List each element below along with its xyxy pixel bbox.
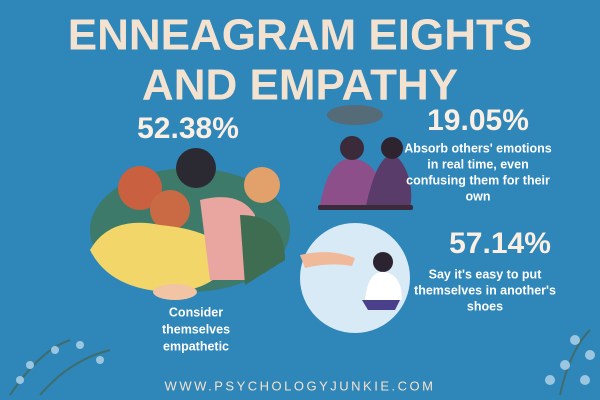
stat-description: Absorb others' emotions — [404, 141, 551, 155]
stat-description: shoes — [467, 299, 503, 313]
help-illustration — [300, 223, 410, 333]
stat-description: Say it's easy to put — [429, 267, 543, 281]
sad-illustration — [318, 105, 413, 210]
footer-url: WWW.PSYCHOLOGYJUNKIE.COM — [165, 378, 436, 393]
stat-value: 52.38% — [137, 112, 239, 145]
group-illustration — [90, 148, 290, 300]
stat-description: confusing them for their — [406, 173, 550, 187]
stat-value: 19.05% — [427, 104, 529, 137]
flowers — [9, 329, 595, 396]
stat-description: themselves — [162, 322, 230, 336]
stat-description: own — [466, 189, 491, 203]
stat-description: Consider — [169, 305, 223, 319]
stat-description: themselves in another's — [414, 283, 556, 297]
title-line: AND EMPATHY — [142, 61, 458, 110]
stat-description: in real time, even — [427, 157, 528, 171]
stat-value: 57.14% — [449, 227, 551, 260]
title-line: ENNEAGRAM EIGHTS — [68, 11, 532, 60]
stat-description: empathetic — [163, 339, 229, 353]
